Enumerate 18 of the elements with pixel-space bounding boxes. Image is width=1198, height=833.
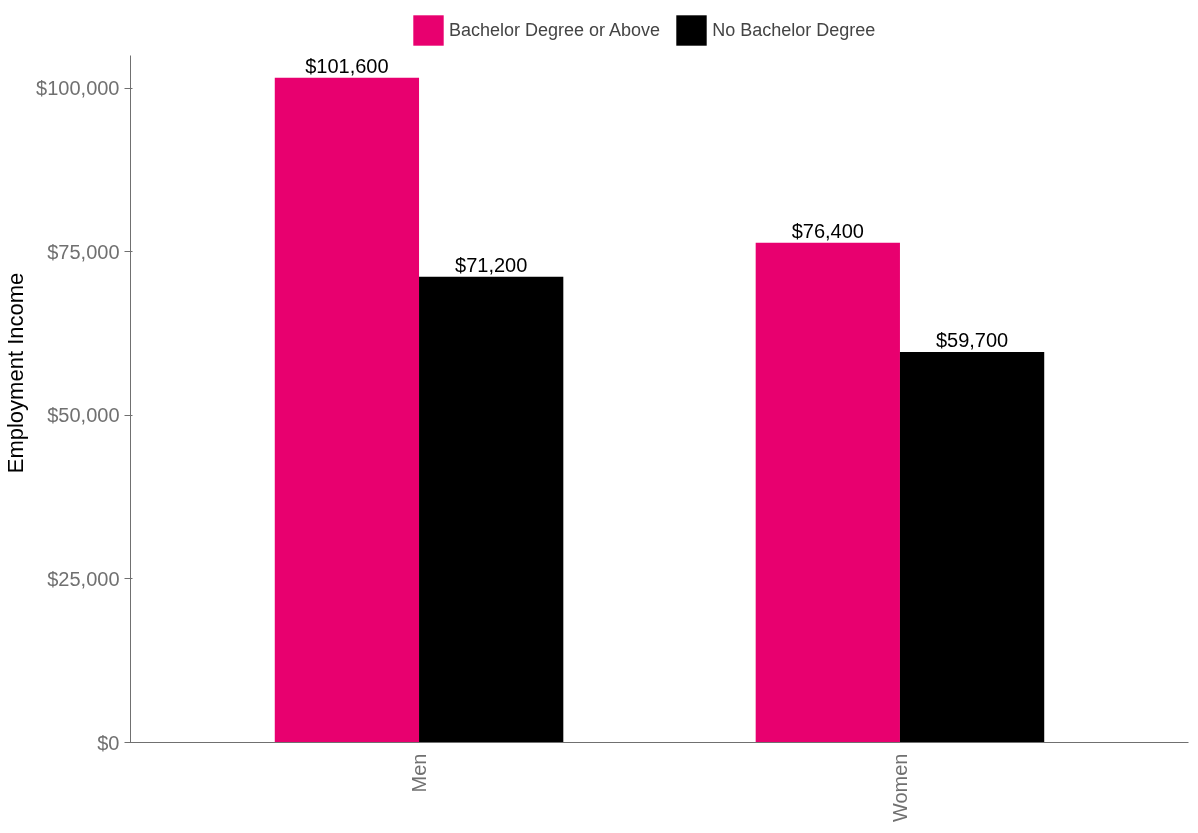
bar xyxy=(419,276,564,743)
bar xyxy=(755,242,900,743)
data-label: $59,700 xyxy=(935,328,1009,351)
y-axis-title: Employment Income xyxy=(3,272,29,474)
data-label: $71,200 xyxy=(455,253,528,276)
legend-label: Bachelor Degree or Above xyxy=(449,19,661,41)
legend-label: No Bachelor Degree xyxy=(712,19,876,41)
x-tick-label: Men xyxy=(408,753,431,793)
bar xyxy=(274,77,420,743)
y-tick-label: $75,000 xyxy=(47,240,120,263)
y-tick-label: $50,000 xyxy=(47,404,120,427)
data-label: $76,400 xyxy=(791,219,864,242)
y-tick-label: $100,000 xyxy=(36,77,120,100)
x-tick-label: Women xyxy=(888,753,911,823)
data-label: $101,600 xyxy=(305,54,389,77)
y-tick-label: $25,000 xyxy=(47,567,120,590)
bar xyxy=(899,351,1045,743)
y-tick-label: $0 xyxy=(97,731,120,754)
